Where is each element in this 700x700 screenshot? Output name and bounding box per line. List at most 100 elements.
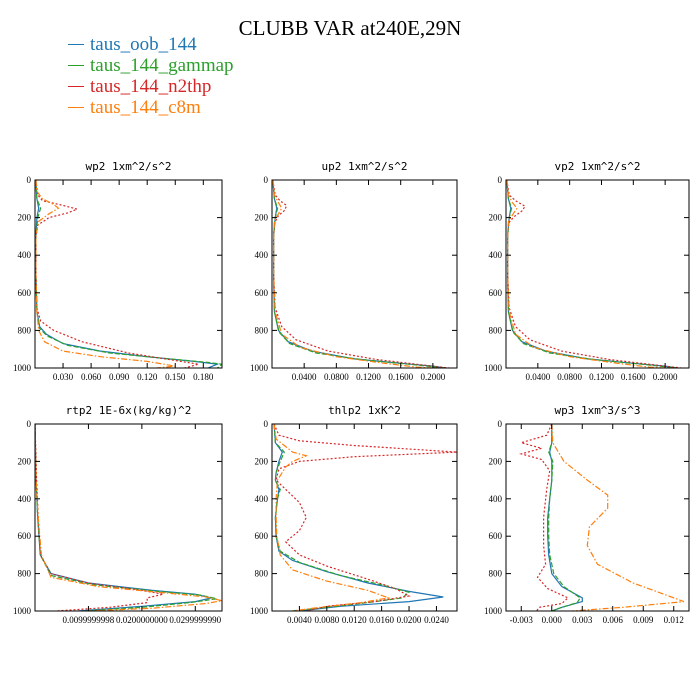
panel-title: wp2 1xm^2/s^2 bbox=[85, 160, 171, 173]
y-tick-label: 1000 bbox=[484, 363, 503, 373]
y-tick-label: 200 bbox=[255, 456, 269, 466]
panel-2: up2 1xm^2/s^2 0 200 400 600 800 1000 0.0400 0.08… bbox=[250, 160, 458, 382]
x-tick-label: 0.0400 bbox=[292, 372, 317, 382]
y-tick-label: 400 bbox=[489, 494, 503, 504]
x-tick-label: 0.090 bbox=[109, 372, 130, 382]
x-tick-label: 0.0160 bbox=[369, 615, 394, 625]
x-tick-label: 0.060 bbox=[81, 372, 102, 382]
y-tick-label: 1000 bbox=[13, 606, 32, 616]
y-tick-label: 0 bbox=[264, 175, 269, 185]
x-tick-label: 0.006 bbox=[603, 615, 624, 625]
panel-title: thlp2 1xK^2 bbox=[328, 404, 401, 417]
series-line-taus-144-gammap bbox=[272, 180, 445, 368]
series-line-taus-144-c8m bbox=[35, 424, 222, 611]
x-tick-label: 0.0240 bbox=[424, 615, 449, 625]
y-tick-label: 400 bbox=[255, 250, 269, 260]
y-tick-label: 0 bbox=[498, 419, 503, 429]
x-tick-label: 0.030 bbox=[53, 372, 74, 382]
panel-title: wp3 1xm^3/s^3 bbox=[554, 404, 640, 417]
panel-3: vp2 1xm^2/s^2 0 200 400 600 800 1000 0.0400 0.08… bbox=[484, 160, 690, 382]
series-line-taus-oob-144 bbox=[272, 180, 445, 368]
x-tick-label: 0.000 bbox=[542, 615, 563, 625]
legend-label: taus_144_gammap bbox=[90, 55, 234, 76]
x-tick-label: 0.0400 bbox=[525, 372, 550, 382]
x-tick-label: 0.120 bbox=[137, 372, 158, 382]
series-line-taus-144-n2thp bbox=[273, 424, 457, 611]
panel-title: rtp2 1E-6x(kg/kg)^2 bbox=[66, 404, 192, 417]
series-line-taus-144-n2thp bbox=[519, 424, 570, 611]
panel-4: rtp2 1E-6x(kg/kg)^2 0 200 400 600 800 1000 0.00… bbox=[13, 404, 223, 625]
legend-item-c8m: taus_144_c8m bbox=[68, 97, 234, 118]
y-tick-label: 600 bbox=[18, 288, 32, 298]
y-tick-label: 600 bbox=[255, 531, 269, 541]
y-tick-label: 200 bbox=[489, 213, 503, 223]
panel-1: wp2 1xm^2/s^2 0 200 400 600 800 1000 0.030 0.060… bbox=[13, 160, 223, 382]
y-tick-label: 0 bbox=[264, 419, 269, 429]
series-group bbox=[273, 424, 457, 611]
series-group bbox=[272, 180, 450, 368]
series-line-taus-144-c8m bbox=[272, 180, 433, 368]
plot-frame bbox=[271, 423, 458, 612]
x-tick-label: 0.1600 bbox=[621, 372, 646, 382]
y-tick-label: 1000 bbox=[250, 363, 269, 373]
x-tick-label: 0.0040 bbox=[287, 615, 312, 625]
x-tick-label: 0.012 bbox=[664, 615, 684, 625]
panel-title: up2 1xm^2/s^2 bbox=[321, 160, 407, 173]
y-tick-label: 200 bbox=[18, 456, 32, 466]
y-tick-label: 0 bbox=[27, 419, 32, 429]
legend-item-n2thp: taus_144_n2thp bbox=[68, 76, 234, 97]
plot-frame bbox=[505, 423, 690, 612]
series-line-taus-144-n2thp bbox=[272, 180, 450, 368]
y-tick-label: 600 bbox=[18, 531, 32, 541]
x-tick-label: 0.150 bbox=[165, 372, 186, 382]
y-tick-label: 800 bbox=[18, 569, 32, 579]
y-tick-label: 400 bbox=[489, 250, 503, 260]
x-tick-label: 0.0120 bbox=[342, 615, 367, 625]
legend-swatch bbox=[68, 44, 84, 45]
x-tick-label: 0.0299999990 bbox=[169, 615, 221, 625]
legend-label: taus_oob_144 bbox=[90, 34, 197, 55]
plot-frame bbox=[505, 179, 690, 369]
y-tick-label: 400 bbox=[255, 494, 269, 504]
legend-item-oob: taus_oob_144 bbox=[68, 34, 234, 55]
y-tick-label: 800 bbox=[489, 569, 503, 579]
x-tick-label: 0.0099999998 bbox=[63, 615, 115, 625]
plot-frame bbox=[34, 423, 223, 612]
legend-swatch bbox=[68, 107, 84, 108]
y-tick-label: 400 bbox=[18, 250, 32, 260]
x-tick-label: 0.1200 bbox=[589, 372, 614, 382]
series-line-taus-144-gammap bbox=[35, 180, 222, 368]
x-tick-label: 0.0800 bbox=[557, 372, 582, 382]
x-tick-label: 0.009 bbox=[633, 615, 654, 625]
x-tick-label: 0.1600 bbox=[388, 372, 413, 382]
y-tick-label: 800 bbox=[255, 569, 269, 579]
legend: taus_oob_144 taus_144_gammap taus_144_n2… bbox=[68, 34, 234, 118]
series-line-taus-144-gammap bbox=[35, 424, 217, 611]
y-tick-label: 0 bbox=[27, 175, 32, 185]
x-tick-label: 0.0200000000 bbox=[116, 615, 168, 625]
legend-label: taus_144_n2thp bbox=[90, 76, 212, 97]
series-group bbox=[519, 424, 685, 611]
series-line-taus-144-c8m bbox=[551, 424, 685, 611]
y-tick-label: 1000 bbox=[13, 363, 32, 373]
y-tick-label: 200 bbox=[255, 213, 269, 223]
series-line-taus-oob-144 bbox=[547, 424, 583, 611]
legend-swatch bbox=[68, 86, 84, 87]
series-line-taus-oob-144 bbox=[506, 180, 678, 368]
series-line-taus-144-gammap bbox=[506, 180, 678, 368]
series-line-taus-oob-144 bbox=[35, 180, 220, 368]
series-group bbox=[35, 180, 222, 368]
series-line-taus-144-gammap bbox=[548, 424, 582, 611]
y-tick-label: 1000 bbox=[250, 606, 269, 616]
series-line-taus-oob-144 bbox=[35, 424, 212, 611]
series-line-taus-144-n2thp bbox=[35, 180, 199, 368]
panel-title: vp2 1xm^2/s^2 bbox=[554, 160, 640, 173]
series-line-taus-144-c8m bbox=[35, 180, 176, 368]
y-tick-label: 800 bbox=[18, 325, 32, 335]
y-tick-label: 800 bbox=[489, 325, 503, 335]
plot-frame bbox=[271, 179, 458, 369]
series-group bbox=[506, 180, 682, 368]
x-tick-label: 0.0080 bbox=[314, 615, 339, 625]
y-tick-label: 0 bbox=[498, 175, 503, 185]
x-tick-label: 0.0800 bbox=[324, 372, 349, 382]
